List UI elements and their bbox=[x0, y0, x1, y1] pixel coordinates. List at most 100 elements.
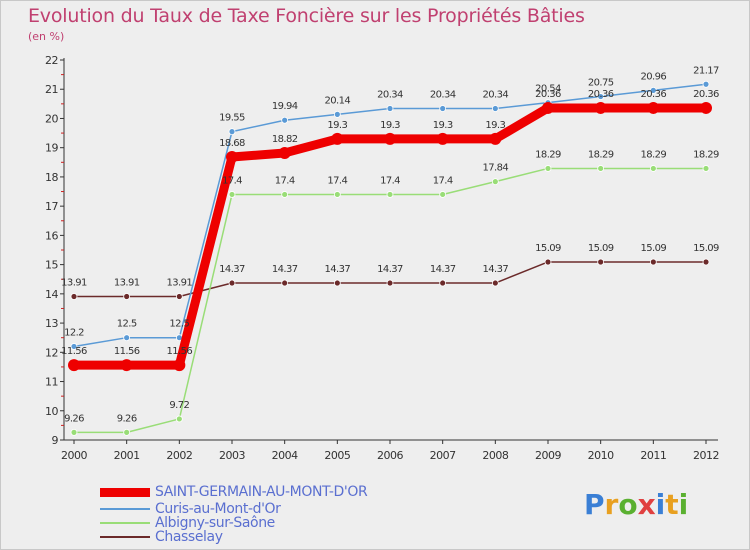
data-point bbox=[68, 359, 80, 372]
legend-label: SAINT-GERMAIN-AU-MONT-D'OR bbox=[155, 484, 368, 500]
data-point bbox=[226, 151, 238, 164]
data-label: 18.29 bbox=[535, 149, 561, 160]
logo-letter: r bbox=[604, 488, 619, 521]
data-point bbox=[544, 258, 552, 266]
data-label: 18.29 bbox=[588, 149, 614, 160]
data-point bbox=[281, 116, 289, 124]
data-label: 14.37 bbox=[219, 264, 245, 275]
legend-label: Curis-au-Mont-d'Or bbox=[155, 501, 281, 517]
x-tick-label: 2005 bbox=[324, 449, 350, 462]
data-point bbox=[228, 191, 236, 198]
unit-label: (en %) bbox=[28, 30, 65, 43]
logo-letter: i bbox=[655, 488, 666, 521]
data-label: 20.34 bbox=[377, 90, 403, 101]
data-label: 15.09 bbox=[693, 243, 719, 254]
y-tick-label: 14 bbox=[45, 288, 58, 301]
data-label: 9.26 bbox=[64, 413, 84, 424]
data-point bbox=[702, 258, 710, 266]
data-point bbox=[123, 428, 131, 436]
y-tick-label: 16 bbox=[45, 229, 58, 242]
data-label: 18.68 bbox=[219, 138, 245, 149]
data-label: 9.72 bbox=[169, 400, 189, 411]
data-label: 17.4 bbox=[327, 175, 347, 186]
data-label: 13.91 bbox=[114, 277, 140, 288]
y-tick-label: 10 bbox=[45, 405, 58, 418]
data-label: 14.37 bbox=[272, 264, 298, 275]
data-point bbox=[649, 258, 657, 266]
data-label: 17.84 bbox=[483, 163, 509, 174]
data-point bbox=[386, 105, 394, 112]
data-label: 17.4 bbox=[222, 175, 242, 186]
data-label: 15.09 bbox=[535, 243, 561, 254]
x-tick-label: 2001 bbox=[114, 449, 140, 462]
proxiti-logo: Proxiti bbox=[584, 488, 688, 521]
data-label: 20.54 bbox=[535, 84, 561, 95]
data-point bbox=[333, 191, 341, 198]
x-tick-label: 2009 bbox=[535, 449, 561, 462]
data-point bbox=[384, 132, 396, 145]
data-point bbox=[281, 279, 289, 287]
legend-swatch bbox=[100, 508, 150, 510]
data-label: 12.2 bbox=[64, 327, 84, 338]
data-point bbox=[175, 415, 183, 423]
y-tick-label: 20 bbox=[45, 112, 58, 125]
x-tick-label: 2007 bbox=[430, 449, 456, 462]
data-label: 21.17 bbox=[693, 65, 719, 76]
data-label: 20.96 bbox=[641, 71, 667, 82]
data-label: 20.34 bbox=[430, 90, 456, 101]
data-label: 17.4 bbox=[433, 175, 453, 186]
legend-label: Albigny-sur-Saône bbox=[155, 515, 275, 531]
series-line bbox=[74, 167, 706, 434]
data-label: 20.36 bbox=[588, 89, 614, 100]
data-label: 11.56 bbox=[114, 346, 140, 357]
data-label: 18.29 bbox=[693, 149, 719, 160]
logo-letter: x bbox=[637, 488, 656, 521]
data-label: 17.4 bbox=[275, 175, 295, 186]
data-point bbox=[123, 334, 131, 342]
data-label: 9.26 bbox=[117, 413, 137, 424]
y-tick-label: 21 bbox=[45, 83, 58, 96]
data-point bbox=[702, 165, 710, 172]
y-tick-label: 18 bbox=[45, 171, 58, 184]
logo-letter: t bbox=[665, 488, 679, 521]
y-tick-label: 9 bbox=[52, 434, 59, 447]
data-point bbox=[542, 101, 554, 114]
data-point bbox=[333, 279, 341, 287]
data-label: 14.37 bbox=[377, 264, 403, 275]
data-label: 20.34 bbox=[483, 90, 509, 101]
data-point bbox=[647, 101, 660, 114]
data-label: 20.36 bbox=[535, 89, 561, 100]
data-label: 19.3 bbox=[327, 120, 347, 131]
data-point bbox=[228, 279, 236, 287]
data-label: 18.29 bbox=[641, 149, 667, 160]
logo-letter: o bbox=[618, 488, 638, 521]
legend-swatch bbox=[100, 536, 150, 538]
legend-swatch bbox=[100, 487, 150, 497]
data-point bbox=[386, 191, 394, 198]
data-point bbox=[597, 258, 605, 266]
data-point bbox=[123, 293, 131, 300]
data-point bbox=[70, 428, 78, 436]
data-point bbox=[597, 165, 605, 172]
data-label: 18.82 bbox=[272, 134, 298, 145]
data-label: 19.3 bbox=[485, 120, 505, 131]
y-tick-label: 15 bbox=[45, 259, 58, 272]
data-label: 14.37 bbox=[430, 264, 456, 275]
logo-letter: P bbox=[584, 488, 605, 521]
data-point bbox=[436, 132, 449, 145]
data-label: 13.91 bbox=[167, 277, 193, 288]
data-point bbox=[439, 105, 447, 112]
data-label: 13.91 bbox=[61, 277, 87, 288]
x-tick-label: 2008 bbox=[482, 449, 508, 462]
data-point bbox=[173, 359, 186, 372]
data-label: 11.56 bbox=[61, 346, 87, 357]
data-point bbox=[594, 101, 607, 114]
data-label: 19.3 bbox=[433, 120, 453, 131]
y-tick-label: 12 bbox=[45, 346, 58, 359]
data-label: 15.09 bbox=[641, 243, 667, 254]
x-tick-label: 2011 bbox=[640, 449, 666, 462]
data-point bbox=[278, 146, 291, 159]
y-tick-label: 11 bbox=[45, 376, 58, 389]
data-point bbox=[70, 293, 78, 300]
